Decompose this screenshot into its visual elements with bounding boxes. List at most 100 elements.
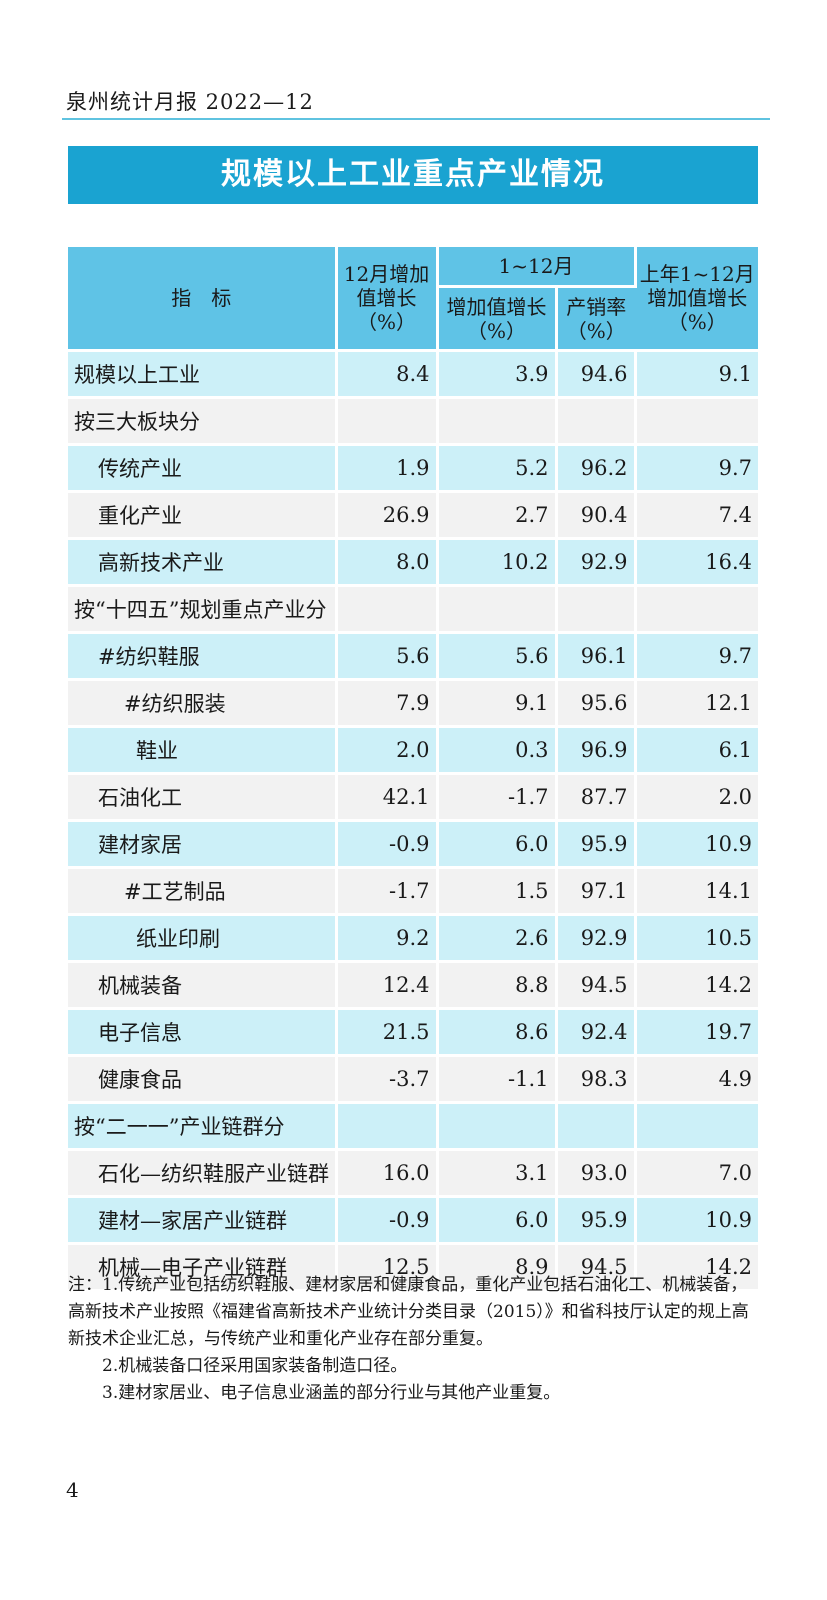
cell-prev-growth: 10.9 <box>635 820 758 869</box>
cell-prev-growth: 10.5 <box>635 914 758 963</box>
cell-period-growth: 3.9 <box>437 350 558 399</box>
cell-sales-rate <box>556 585 637 634</box>
cell-dec-growth: 1.9 <box>336 444 439 493</box>
header-dec-growth: 12月增加值增长（%） <box>336 247 439 352</box>
cell-period-growth <box>437 1102 558 1151</box>
cell-sales-rate: 92.9 <box>556 914 637 963</box>
table-row: #纺织服装 7.9 9.1 95.6 12.1 <box>68 679 758 728</box>
row-label: 按“十四五”规划重点产业分 <box>68 585 338 634</box>
row-label: 纸业印刷 <box>68 914 338 963</box>
cell-prev-growth: 12.1 <box>635 679 758 728</box>
cell-dec-growth <box>336 1102 439 1151</box>
cell-dec-growth: -0.9 <box>336 1196 439 1245</box>
row-label: #纺织服装 <box>68 679 338 728</box>
row-label: 重化产业 <box>68 491 338 540</box>
cell-period-growth: 1.5 <box>437 867 558 916</box>
cell-prev-growth: 9.7 <box>635 632 758 681</box>
cell-prev-growth: 9.7 <box>635 444 758 493</box>
cell-sales-rate: 93.0 <box>556 1149 637 1198</box>
cell-prev-growth: 7.4 <box>635 491 758 540</box>
row-label: 健康食品 <box>68 1055 338 1104</box>
page-number: 4 <box>66 1478 79 1502</box>
cell-dec-growth: 42.1 <box>336 773 439 822</box>
cell-period-growth: -1.1 <box>437 1055 558 1104</box>
cell-prev-growth: 14.2 <box>635 961 758 1010</box>
row-label: 电子信息 <box>68 1008 338 1057</box>
row-label: 建材家居 <box>68 820 338 869</box>
cell-prev-growth: 14.2 <box>635 1243 758 1292</box>
cell-sales-rate: 97.1 <box>556 867 637 916</box>
cell-prev-growth <box>635 1102 758 1151</box>
table-row: 按“二一一”产业链群分 <box>68 1102 758 1151</box>
cell-prev-growth: 16.4 <box>635 538 758 587</box>
cell-dec-growth: 12.4 <box>336 961 439 1010</box>
cell-prev-growth: 14.1 <box>635 867 758 916</box>
row-label: 规模以上工业 <box>68 350 338 399</box>
row-label: 石油化工 <box>68 773 338 822</box>
report-header: 泉州统计月报 2022—12 <box>66 90 314 114</box>
cell-prev-growth <box>635 585 758 634</box>
cell-period-growth: 6.0 <box>437 820 558 869</box>
cell-sales-rate: 98.3 <box>556 1055 637 1104</box>
table-row: 鞋业 2.0 0.3 96.9 6.1 <box>68 726 758 775</box>
cell-sales-rate: 95.9 <box>556 820 637 869</box>
header-period-sales-rate: 产销率（%） <box>556 286 635 352</box>
cell-period-growth: 10.2 <box>437 538 558 587</box>
header-period-growth: 增加值增长（%） <box>437 286 558 352</box>
cell-period-growth: 6.0 <box>437 1196 558 1245</box>
header-period: 1~12月 <box>437 247 637 288</box>
footnote-2: 2.机械装备口径采用国家装备制造口径。 <box>102 1356 408 1376</box>
cell-dec-growth: 8.0 <box>336 538 439 587</box>
cell-sales-rate: 94.6 <box>556 350 637 399</box>
table-row: 电子信息 21.5 8.6 92.4 19.7 <box>68 1008 758 1057</box>
cell-prev-growth: 10.9 <box>635 1196 758 1245</box>
cell-sales-rate: 87.7 <box>556 773 637 822</box>
cell-dec-growth <box>336 397 439 446</box>
cell-sales-rate: 95.9 <box>556 1196 637 1245</box>
cell-dec-growth: 16.0 <box>336 1149 439 1198</box>
table-row: 机械—电子产业链群 12.5 8.9 94.5 14.2 <box>68 1243 758 1292</box>
table-row: 规模以上工业 8.4 3.9 94.6 9.1 <box>68 350 758 399</box>
cell-dec-growth: 2.0 <box>336 726 439 775</box>
table-row: #纺织鞋服 5.6 5.6 96.1 9.7 <box>68 632 758 681</box>
page-title: 规模以上工业重点产业情况 <box>68 146 758 204</box>
row-label: #工艺制品 <box>68 867 338 916</box>
cell-dec-growth: 9.2 <box>336 914 439 963</box>
cell-prev-growth: 9.1 <box>635 350 758 399</box>
cell-sales-rate: 90.4 <box>556 491 637 540</box>
cell-sales-rate <box>556 1102 637 1151</box>
cell-period-growth: 5.6 <box>437 632 558 681</box>
cell-prev-growth: 4.9 <box>635 1055 758 1104</box>
table-row: 纸业印刷 9.2 2.6 92.9 10.5 <box>68 914 758 963</box>
cell-dec-growth: 8.4 <box>336 350 439 399</box>
cell-sales-rate: 92.9 <box>556 538 637 587</box>
table-row: 建材家居 -0.9 6.0 95.9 10.9 <box>68 820 758 869</box>
row-label: 机械装备 <box>68 961 338 1010</box>
cell-prev-growth: 2.0 <box>635 773 758 822</box>
cell-dec-growth: 26.9 <box>336 491 439 540</box>
row-label: 按“二一一”产业链群分 <box>68 1102 338 1151</box>
cell-dec-growth: -1.7 <box>336 867 439 916</box>
table-row: 石化—纺织鞋服产业链群 16.0 3.1 93.0 7.0 <box>68 1149 758 1198</box>
row-label: 建材—家居产业链群 <box>68 1196 338 1245</box>
cell-sales-rate <box>556 397 637 446</box>
table-row: 建材—家居产业链群 -0.9 6.0 95.9 10.9 <box>68 1196 758 1245</box>
footnote-3: 3.建材家居业、电子信息业涵盖的部分行业与其他产业重复。 <box>102 1383 561 1403</box>
industry-table: 指 标 12月增加值增长（%） 1~12月 上年1~12月增加值增长（%） 增加… <box>68 247 758 1292</box>
cell-dec-growth <box>336 585 439 634</box>
cell-sales-rate: 92.4 <box>556 1008 637 1057</box>
cell-sales-rate: 96.2 <box>556 444 637 493</box>
table-row: 重化产业 26.9 2.7 90.4 7.4 <box>68 491 758 540</box>
cell-period-growth: 8.8 <box>437 961 558 1010</box>
table-row: 健康食品 -3.7 -1.1 98.3 4.9 <box>68 1055 758 1104</box>
row-label: 传统产业 <box>68 444 338 493</box>
cell-prev-growth <box>635 397 758 446</box>
cell-dec-growth: -0.9 <box>336 820 439 869</box>
table-row: 传统产业 1.9 5.2 96.2 9.7 <box>68 444 758 493</box>
table-row: #工艺制品 -1.7 1.5 97.1 14.1 <box>68 867 758 916</box>
row-label: 机械—电子产业链群 <box>68 1243 338 1292</box>
cell-period-growth: 5.2 <box>437 444 558 493</box>
table-row: 高新技术产业 8.0 10.2 92.9 16.4 <box>68 538 758 587</box>
cell-prev-growth: 6.1 <box>635 726 758 775</box>
cell-sales-rate: 95.6 <box>556 679 637 728</box>
